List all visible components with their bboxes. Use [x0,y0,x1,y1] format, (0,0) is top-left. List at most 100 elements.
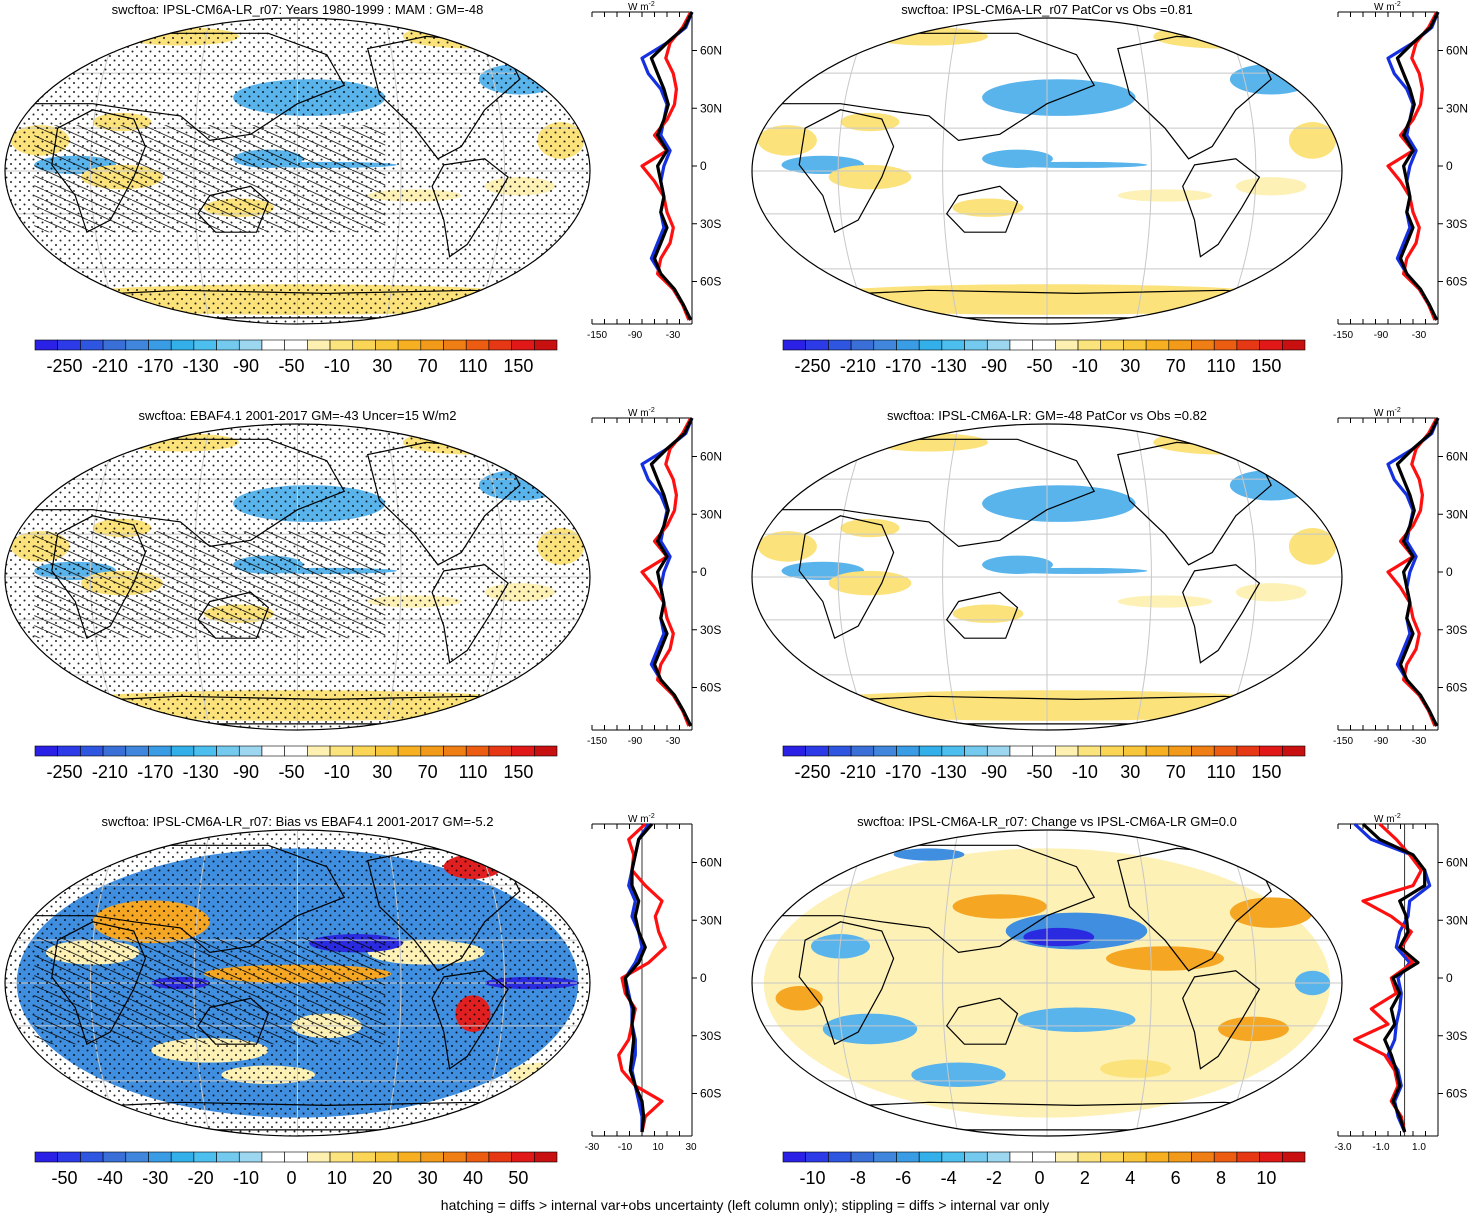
colorbar-cell [534,1151,558,1163]
colorbar-tick-label: -40 [97,1168,123,1188]
colorbar-cell [782,745,806,757]
colorbar-tick-label: 150 [503,762,533,782]
colorbar-cell [238,339,263,351]
colorbar-cell [57,745,81,757]
colorbar-tick-label: -250 [794,762,830,782]
panel-1: swcftoa: IPSL-CM6A-LR_r07: Years 1980-19… [4,1,722,376]
colorbar-cell [193,339,217,351]
colorbar-cell [238,1151,263,1163]
colorbar-cell [1009,339,1033,351]
field-anomaly-blob [757,531,817,562]
colorbar-cell [1100,745,1124,757]
graticule-lon-line [1135,424,1152,730]
colorbar-cell [420,745,444,757]
field-anomaly-blob [828,164,912,190]
field-anomaly-blob [1117,595,1213,608]
colorbar-tick-label: 30 [372,762,392,782]
colorbar-tick-label: -130 [931,356,967,376]
profile-lat-label: 0 [700,971,707,985]
colorbar-cell [941,339,965,351]
colorbar-tick-label: -10 [324,762,350,782]
profile-x-tick-label: 10 [652,1142,664,1153]
panel-2: swcftoa: IPSL-CM6A-LR_r07 PatCor vs Obs … [751,1,1468,376]
profile-unit-label: W m-2 [628,407,655,419]
profile-lat-label: 30S [700,217,721,231]
colorbar-tick-label: 8 [1216,1168,1226,1188]
colorbar-tick-label: 110 [1207,356,1236,376]
colorbar-cell [170,745,195,757]
map-border [751,17,1343,325]
colorbar-cell [1077,339,1102,351]
field-anomaly-blob [911,1062,1006,1088]
colorbar-tick-label: -210 [92,762,128,782]
profile-series-black [623,822,654,1133]
panel-title: swcftoa: IPSL-CM6A-LR_r07: Years 1980-19… [112,2,484,17]
field-anomaly-blob [1288,528,1337,565]
profile-lat-label: 60N [1446,856,1468,870]
colorbar-cell [511,1151,535,1163]
colorbar-tick-label: -90 [981,356,1007,376]
colorbar-cell [964,745,988,757]
colorbar-cell [102,745,127,757]
map-field [752,18,1342,324]
colorbar-tick-label: 50 [508,1168,528,1188]
colorbar-tick-label: 150 [503,356,533,376]
graticule-lon-line [837,424,871,730]
colorbar-cell [782,339,806,351]
colorbar-cell [375,745,399,757]
colorbar-tick-label: -90 [233,762,259,782]
profile-lat-label: 30N [1446,101,1468,115]
colorbar-tick-label: 30 [1120,762,1140,782]
profile-series-red [1386,11,1439,321]
colorbar-cell [307,745,331,757]
colorbar-cell [488,339,512,351]
colorbar-tick-label: -170 [885,762,921,782]
profile-x-tick-label: -150 [1333,736,1353,747]
profile-lat-label: 30N [700,507,722,521]
colorbar-tick-label: -90 [981,762,1007,782]
hatching-overlay [34,531,386,639]
colorbar-cell [1145,1151,1170,1163]
field-anomaly-blob [1005,567,1148,574]
profile-lat-label: 30N [700,101,722,115]
zonal-profile: W m-2 60N 30N 0 30S 60S -30 -10 10 30 [585,813,722,1153]
profile-lat-label: 30N [1446,913,1468,927]
field-anomaly-blob [1117,189,1213,202]
colorbar: -250 -210 -170 -130 -90 -50 -10 30 70 110 150 [34,339,558,376]
coastline-australia [945,185,1019,233]
coastline-south-america [1182,158,1261,258]
colorbar-tick-label: -20 [188,1168,214,1188]
map-border [4,17,591,325]
colorbar-cell [534,745,558,757]
colorbar-tick-label: -4 [941,1168,957,1188]
colorbar-cell [1282,1151,1306,1163]
colorbar-cell [465,339,490,351]
colorbar-cell [488,1151,512,1163]
map-border [4,423,591,731]
field-anomaly-blob [549,482,585,501]
colorbar-cell [102,1151,127,1163]
colorbar-cell [329,339,354,351]
panel-title: swcftoa: IPSL-CM6A-LR_r07: Change vs IPS… [857,814,1237,829]
colorbar-cell [216,339,240,351]
colorbar-cell [465,745,490,757]
colorbar-cell [34,339,58,351]
colorbar-cell [1009,1151,1033,1163]
colorbar-cell [1055,1151,1079,1163]
colorbar-cell [443,1151,467,1163]
hatching-overlay [34,125,386,233]
colorbar-cell [850,339,875,351]
colorbar-cell [873,1151,897,1163]
colorbar-cell [828,745,852,757]
colorbar-cell [1168,339,1192,351]
profile-lat-label: 60S [1446,681,1467,695]
colorbar-cell [148,339,172,351]
profile-x-tick-label: -90 [628,330,643,341]
field-anomaly-blob [1229,897,1313,928]
profile-x-tick-label: -3.0 [1334,1142,1352,1153]
colorbar-tick-label: -10 [1072,356,1098,376]
colorbar-cell [216,1151,240,1163]
graticule-lon-line [837,18,871,324]
profile-unit-exponent: -2 [1395,1,1401,8]
graticule-lon-line [1223,18,1257,324]
